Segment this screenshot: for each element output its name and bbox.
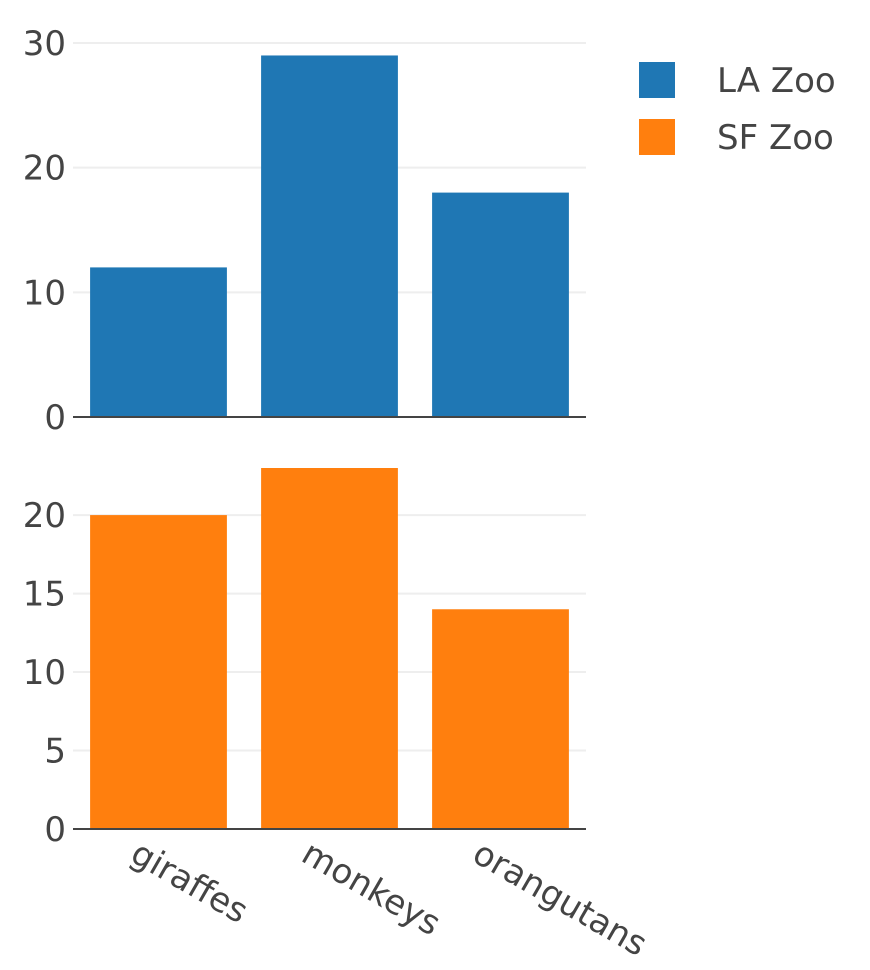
bar-sf-zoo-orangutans [432, 609, 569, 829]
x-tick-label: monkeys [295, 833, 447, 944]
bar-sf-zoo-monkeys [261, 468, 398, 829]
subplot-sf-zoo: 0 5 10 15 20 [23, 468, 586, 850]
y-tick-label: 15 [23, 575, 66, 615]
x-tick-label: orangutans [466, 833, 654, 965]
y-tick-label: 5 [44, 732, 66, 772]
legend-label: SF Zoo [717, 118, 834, 158]
y-tick-label: 0 [44, 398, 66, 438]
bar-sf-zoo-giraffes [90, 515, 227, 829]
legend-swatch [639, 62, 675, 98]
y-tick-label: 10 [23, 273, 66, 313]
bar-la-zoo-giraffes [90, 267, 227, 417]
x-tick-label: giraffes [124, 833, 255, 932]
legend: LA Zoo SF Zoo [639, 61, 836, 158]
y-tick-label: 0 [44, 810, 66, 850]
bar-la-zoo-monkeys [261, 55, 398, 417]
x-axis: giraffes monkeys orangutans [124, 833, 654, 965]
y-tick-label: 10 [23, 653, 66, 693]
y-tick-label: 20 [23, 149, 66, 189]
y-tick-label: 30 [23, 24, 66, 64]
legend-swatch [639, 119, 675, 155]
legend-label: LA Zoo [717, 61, 836, 101]
bar-la-zoo-orangutans [432, 192, 569, 417]
subplot-la-zoo: 0 10 20 30 [23, 24, 586, 438]
y-tick-label: 20 [23, 496, 66, 536]
